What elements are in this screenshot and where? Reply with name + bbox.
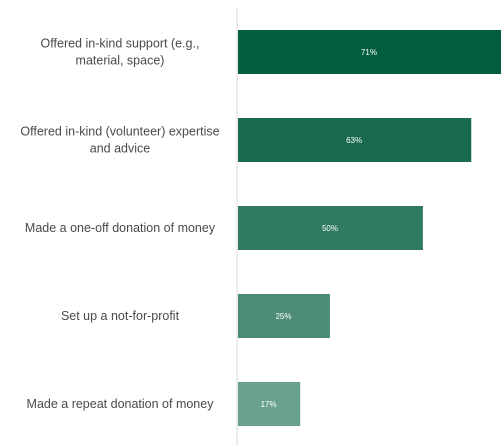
bars-group <box>238 30 501 426</box>
bar <box>238 206 423 250</box>
bar-value-label: 71% <box>361 48 377 57</box>
bar-value-label: 17% <box>261 400 277 409</box>
category-label: Offered in-kind (volunteer) expertise and… <box>20 125 219 156</box>
category-label-line: Made a one-off donation of money <box>25 221 216 235</box>
bar-value-label: 63% <box>346 136 362 145</box>
category-label-line: Offered in-kind support (e.g., <box>41 37 200 51</box>
category-label: Made a one-off donation of money <box>25 221 216 235</box>
bar <box>238 382 301 426</box>
bar <box>238 294 330 338</box>
value-labels-group: 71% 63% 50% 25% 17% <box>261 48 377 409</box>
category-label: Offered in-kind support (e.g., material, … <box>41 37 200 68</box>
category-label-line: Made a repeat donation of money <box>27 397 215 411</box>
bar-value-label: 25% <box>275 312 291 321</box>
category-label-line: material, space) <box>76 54 165 68</box>
category-label: Made a repeat donation of money <box>27 397 215 411</box>
category-label-line: Offered in-kind (volunteer) expertise <box>20 125 219 139</box>
category-label: Set up a not-for-profit <box>61 309 180 323</box>
category-labels-group: Offered in-kind support (e.g., material, … <box>20 37 219 412</box>
bar <box>238 30 501 74</box>
category-label-line: and advice <box>90 142 151 156</box>
category-label-line: Set up a not-for-profit <box>61 309 180 323</box>
bar-value-label: 50% <box>322 224 338 233</box>
bar <box>238 118 472 162</box>
